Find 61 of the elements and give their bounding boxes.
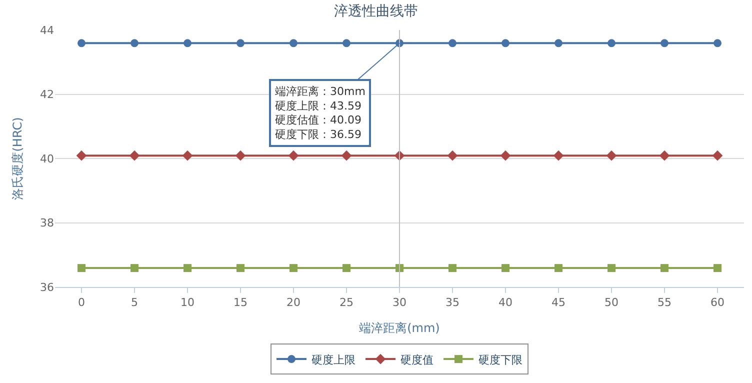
x-tick-label: 30: [392, 296, 406, 310]
legend-label: 硬度上限: [312, 353, 356, 366]
y-tick-label: 42: [40, 88, 54, 102]
point: [659, 150, 670, 161]
point: [660, 39, 668, 48]
point: [606, 150, 617, 161]
point: [184, 39, 192, 48]
point: [288, 150, 299, 161]
point: [341, 150, 352, 161]
x-tick-label: 20: [286, 296, 300, 310]
x-tick-label: 15: [234, 296, 248, 310]
y-axis-title: 洛氏硬度(HRC): [10, 117, 24, 200]
y-tick-label: 44: [40, 24, 54, 37]
point: [235, 150, 246, 161]
point: [290, 39, 298, 48]
legend-label: 硬度值: [400, 353, 434, 366]
point: [500, 150, 511, 161]
x-tick-label: 45: [552, 296, 566, 310]
point: [78, 39, 86, 48]
point: [129, 150, 140, 161]
x-tick-label: 55: [658, 296, 672, 310]
point: [342, 39, 350, 48]
point: [236, 39, 244, 48]
point: [502, 39, 510, 48]
point: [712, 150, 723, 161]
legend-label: 硬度下限: [478, 353, 522, 366]
x-tick-label: 10: [180, 296, 194, 310]
point: [608, 264, 616, 272]
point: [714, 39, 722, 48]
point: [130, 264, 138, 272]
x-tick-label: 40: [498, 296, 512, 310]
y-tick-label: 38: [40, 216, 54, 230]
point: [660, 264, 668, 272]
y-tick-label: 36: [40, 280, 54, 294]
point: [448, 264, 456, 272]
point: [554, 264, 562, 272]
x-tick-label: 50: [604, 296, 618, 310]
x-tick-label: 5: [131, 296, 138, 310]
point: [130, 39, 138, 48]
point: [553, 150, 564, 161]
point: [448, 39, 456, 48]
annotation: 端淬距离：30mm 硬度上限：43.59 硬度估值：40.09 硬度下限：36.59: [275, 85, 366, 141]
point: [342, 264, 350, 272]
point: [184, 264, 192, 272]
point: [502, 264, 510, 272]
x-tick-label: 0: [78, 296, 85, 310]
y-tick-label: 40: [40, 152, 54, 166]
point: [290, 264, 298, 272]
x-tick-label: 25: [340, 296, 354, 310]
point: [714, 264, 722, 272]
chart-title: 淬透性曲线带: [334, 4, 418, 20]
point: [76, 150, 87, 161]
x-axis-title: 端淬距离(mm): [359, 321, 440, 336]
point: [236, 264, 244, 272]
point: [608, 39, 616, 48]
x-tick-label: 35: [446, 296, 460, 310]
x-tick-label: 60: [710, 296, 724, 310]
point: [447, 150, 458, 161]
point: [182, 150, 193, 161]
point: [78, 264, 86, 272]
point: [554, 39, 562, 48]
